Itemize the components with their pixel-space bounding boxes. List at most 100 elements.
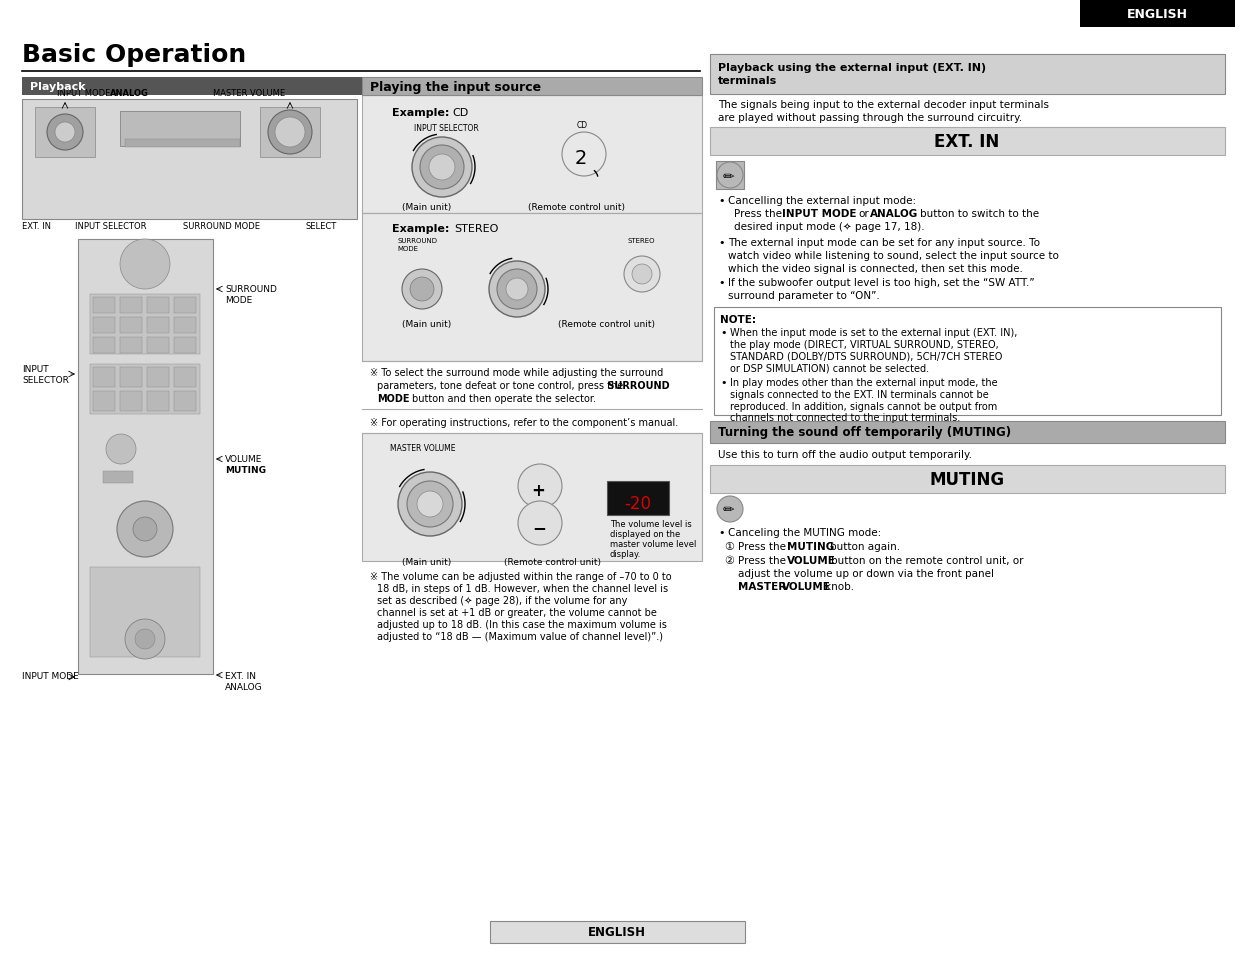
Text: The signals being input to the external decoder input terminals: The signals being input to the external … (718, 100, 1049, 110)
Circle shape (420, 146, 464, 190)
Circle shape (624, 256, 659, 293)
Text: (Main unit): (Main unit) (403, 319, 452, 329)
Text: adjust the volume up or down via the front panel: adjust the volume up or down via the fro… (739, 568, 994, 578)
Text: signals connected to the EXT. IN terminals cannot be: signals connected to the EXT. IN termina… (730, 390, 989, 399)
Text: 2: 2 (576, 149, 588, 168)
Bar (35, 108, 95, 158)
Text: (Remote control unit): (Remote control unit) (529, 203, 625, 212)
Text: (Main unit): (Main unit) (403, 203, 452, 212)
Bar (120, 368, 142, 388)
Text: set as described (✧ page 28), if the volume for any: set as described (✧ page 28), if the vol… (377, 596, 627, 605)
Text: ANALOG: ANALOG (869, 209, 919, 219)
Text: EXT. IN: EXT. IN (225, 671, 256, 680)
Text: •: • (718, 237, 725, 248)
Text: which the video signal is connected, then set this mode.: which the video signal is connected, the… (727, 264, 1023, 274)
Text: ENGLISH: ENGLISH (588, 925, 646, 939)
Bar (120, 297, 142, 314)
Bar (120, 317, 142, 334)
Text: Turning the sound off temporarily (MUTING): Turning the sound off temporarily (MUTIN… (718, 426, 1011, 439)
Text: ※ For operating instructions, refer to the component’s manual.: ※ For operating instructions, refer to t… (370, 417, 678, 428)
Text: ②: ② (724, 556, 734, 565)
Text: SURROUND: SURROUND (225, 285, 277, 294)
Text: When the input mode is set to the external input (EXT. IN),: When the input mode is set to the extern… (730, 328, 1018, 337)
Text: INPUT MODE: INPUT MODE (22, 671, 79, 680)
Text: MODE: MODE (396, 246, 417, 252)
Bar (22, 78, 700, 96)
Bar (174, 368, 196, 388)
Bar (125, 140, 240, 148)
Bar (147, 317, 169, 334)
Bar (78, 240, 212, 675)
Text: •: • (718, 277, 725, 288)
Bar (147, 368, 169, 388)
Text: MUTING: MUTING (787, 541, 835, 552)
Text: VOLUME: VOLUME (225, 455, 262, 463)
Text: INPUT: INPUT (22, 365, 48, 374)
Text: ENGLISH: ENGLISH (1126, 8, 1188, 20)
Text: Example:: Example: (391, 108, 450, 118)
Text: ANALOG: ANALOG (225, 682, 263, 691)
Text: CD: CD (577, 121, 588, 130)
Bar (174, 392, 196, 412)
Circle shape (56, 123, 75, 143)
Text: Playback: Playback (30, 82, 85, 91)
Circle shape (517, 501, 562, 545)
Text: are played without passing through the surround circuitry.: are played without passing through the s… (718, 112, 1023, 123)
Text: VOLUME: VOLUME (782, 581, 831, 592)
Bar (90, 365, 200, 415)
Text: −: − (532, 518, 546, 537)
Text: reproduced. In addition, signals cannot be output from: reproduced. In addition, signals cannot … (730, 401, 997, 412)
Circle shape (408, 481, 453, 527)
Text: -20: -20 (625, 495, 652, 513)
Bar (93, 368, 115, 388)
Text: Use this to turn off the audio output temporarily.: Use this to turn off the audio output te… (718, 450, 972, 459)
Text: CD: CD (452, 108, 468, 118)
Bar (93, 317, 115, 334)
Text: If the subwoofer output level is too high, set the “SW ATT.”: If the subwoofer output level is too hig… (727, 277, 1035, 288)
Text: ✏: ✏ (722, 170, 735, 184)
Text: desired input mode (✧ page 17, 18).: desired input mode (✧ page 17, 18). (734, 222, 925, 232)
Circle shape (718, 497, 743, 522)
Bar (362, 78, 701, 96)
Bar (120, 392, 142, 412)
Text: Press the: Press the (739, 556, 785, 565)
Text: EXT. IN: EXT. IN (22, 222, 51, 231)
Circle shape (417, 492, 443, 517)
Text: STEREO: STEREO (454, 224, 499, 233)
Text: VOLUME: VOLUME (787, 556, 836, 565)
Text: ①: ① (724, 541, 734, 552)
Text: or DSP SIMULATION) cannot be selected.: or DSP SIMULATION) cannot be selected. (730, 364, 929, 374)
Text: In play modes other than the external input mode, the: In play modes other than the external in… (730, 377, 998, 388)
Circle shape (718, 163, 743, 189)
Text: adjusted up to 18 dB. (In this case the maximum volume is: adjusted up to 18 dB. (In this case the … (377, 619, 667, 629)
Text: The volume level is: The volume level is (610, 519, 692, 529)
Circle shape (398, 473, 462, 537)
Text: ※ To select the surround mode while adjusting the surround: ※ To select the surround mode while adju… (370, 368, 663, 377)
Text: STEREO: STEREO (627, 237, 655, 244)
Text: Press the: Press the (739, 541, 785, 552)
Circle shape (506, 278, 529, 301)
Circle shape (47, 115, 83, 151)
Circle shape (496, 270, 537, 310)
Circle shape (117, 501, 173, 558)
Circle shape (562, 132, 606, 177)
Bar (362, 213, 701, 361)
Text: display.: display. (610, 550, 641, 558)
Bar (93, 337, 115, 354)
Text: INPUT SELECTOR: INPUT SELECTOR (75, 222, 147, 231)
Bar (714, 308, 1221, 416)
Text: +: + (531, 481, 545, 499)
Text: (Main unit): (Main unit) (403, 558, 452, 566)
Text: knob.: knob. (825, 581, 855, 592)
Bar (710, 128, 1225, 156)
Circle shape (268, 111, 312, 154)
Text: master volume level: master volume level (610, 539, 697, 548)
Bar (490, 921, 745, 943)
Text: INPUT MODE: INPUT MODE (57, 89, 110, 98)
Text: parameters, tone defeat or tone control, press the: parameters, tone defeat or tone control,… (377, 380, 624, 391)
Bar (103, 472, 133, 483)
Circle shape (133, 517, 157, 541)
Bar (362, 96, 701, 213)
Text: terminals: terminals (718, 76, 777, 86)
Bar (261, 108, 320, 158)
